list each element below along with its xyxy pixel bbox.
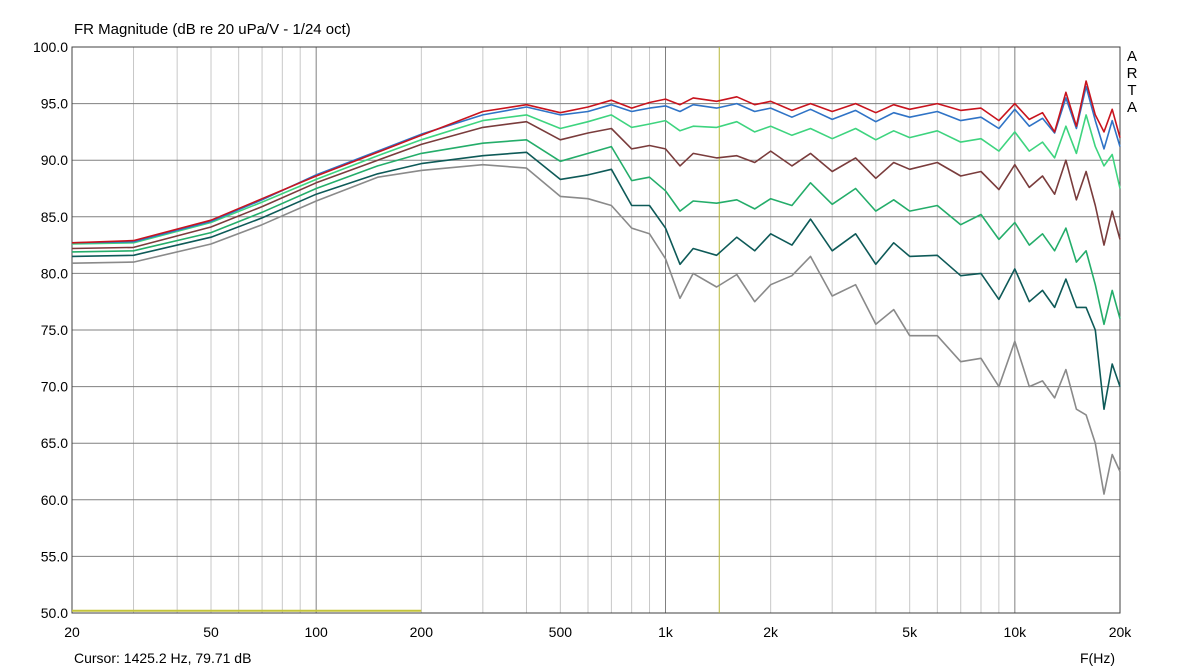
plot-frame: [71, 46, 1121, 614]
brand-letter: A: [1126, 99, 1137, 116]
y-tick-label: 95.0: [41, 96, 68, 112]
y-tick-label: 70.0: [41, 379, 68, 395]
y-tick-label: 80.0: [41, 265, 68, 281]
x-tick-label: 500: [549, 624, 573, 640]
x-tick-label: 20k: [1109, 624, 1133, 640]
series-line: [71, 151, 1121, 411]
arta-brand: A R T A: [1126, 48, 1138, 116]
brand-letter: R: [1126, 65, 1138, 82]
y-tick-label: 65.0: [41, 435, 68, 451]
series-line: [71, 120, 1121, 250]
brand-letter: T: [1127, 82, 1137, 99]
x-tick-label: 50: [203, 624, 219, 640]
y-tick-label: 55.0: [41, 548, 68, 564]
x-tick-label: 10k: [1004, 624, 1028, 640]
y-tick-label: 75.0: [41, 322, 68, 338]
series-line: [71, 80, 1121, 244]
chart-title: FR Magnitude (dB re 20 uPa/V - 1/24 oct): [74, 21, 351, 38]
x-tick-label: 5k: [902, 624, 918, 640]
x-tick-label: 2k: [763, 624, 779, 640]
y-tick-label: 100.0: [33, 39, 68, 55]
series-line: [71, 139, 1121, 326]
series-line: [71, 85, 1121, 244]
y-tick-label: 90.0: [41, 152, 68, 168]
y-tick-label: 85.0: [41, 209, 68, 225]
y-tick-label: 60.0: [41, 492, 68, 508]
y-tick-label: 50.0: [41, 605, 68, 621]
series-line: [71, 114, 1121, 245]
x-tick-label: 20: [64, 624, 80, 640]
brand-letter: A: [1126, 48, 1137, 65]
x-tick-label: 100: [304, 624, 328, 640]
series-line: [71, 163, 1121, 495]
x-axis-label: F(Hz): [1080, 650, 1115, 666]
x-tick-label: 1k: [658, 624, 674, 640]
cursor-readout: Cursor: 1425.2 Hz, 79.71 dB: [74, 650, 252, 666]
x-tick-label: 200: [410, 624, 434, 640]
